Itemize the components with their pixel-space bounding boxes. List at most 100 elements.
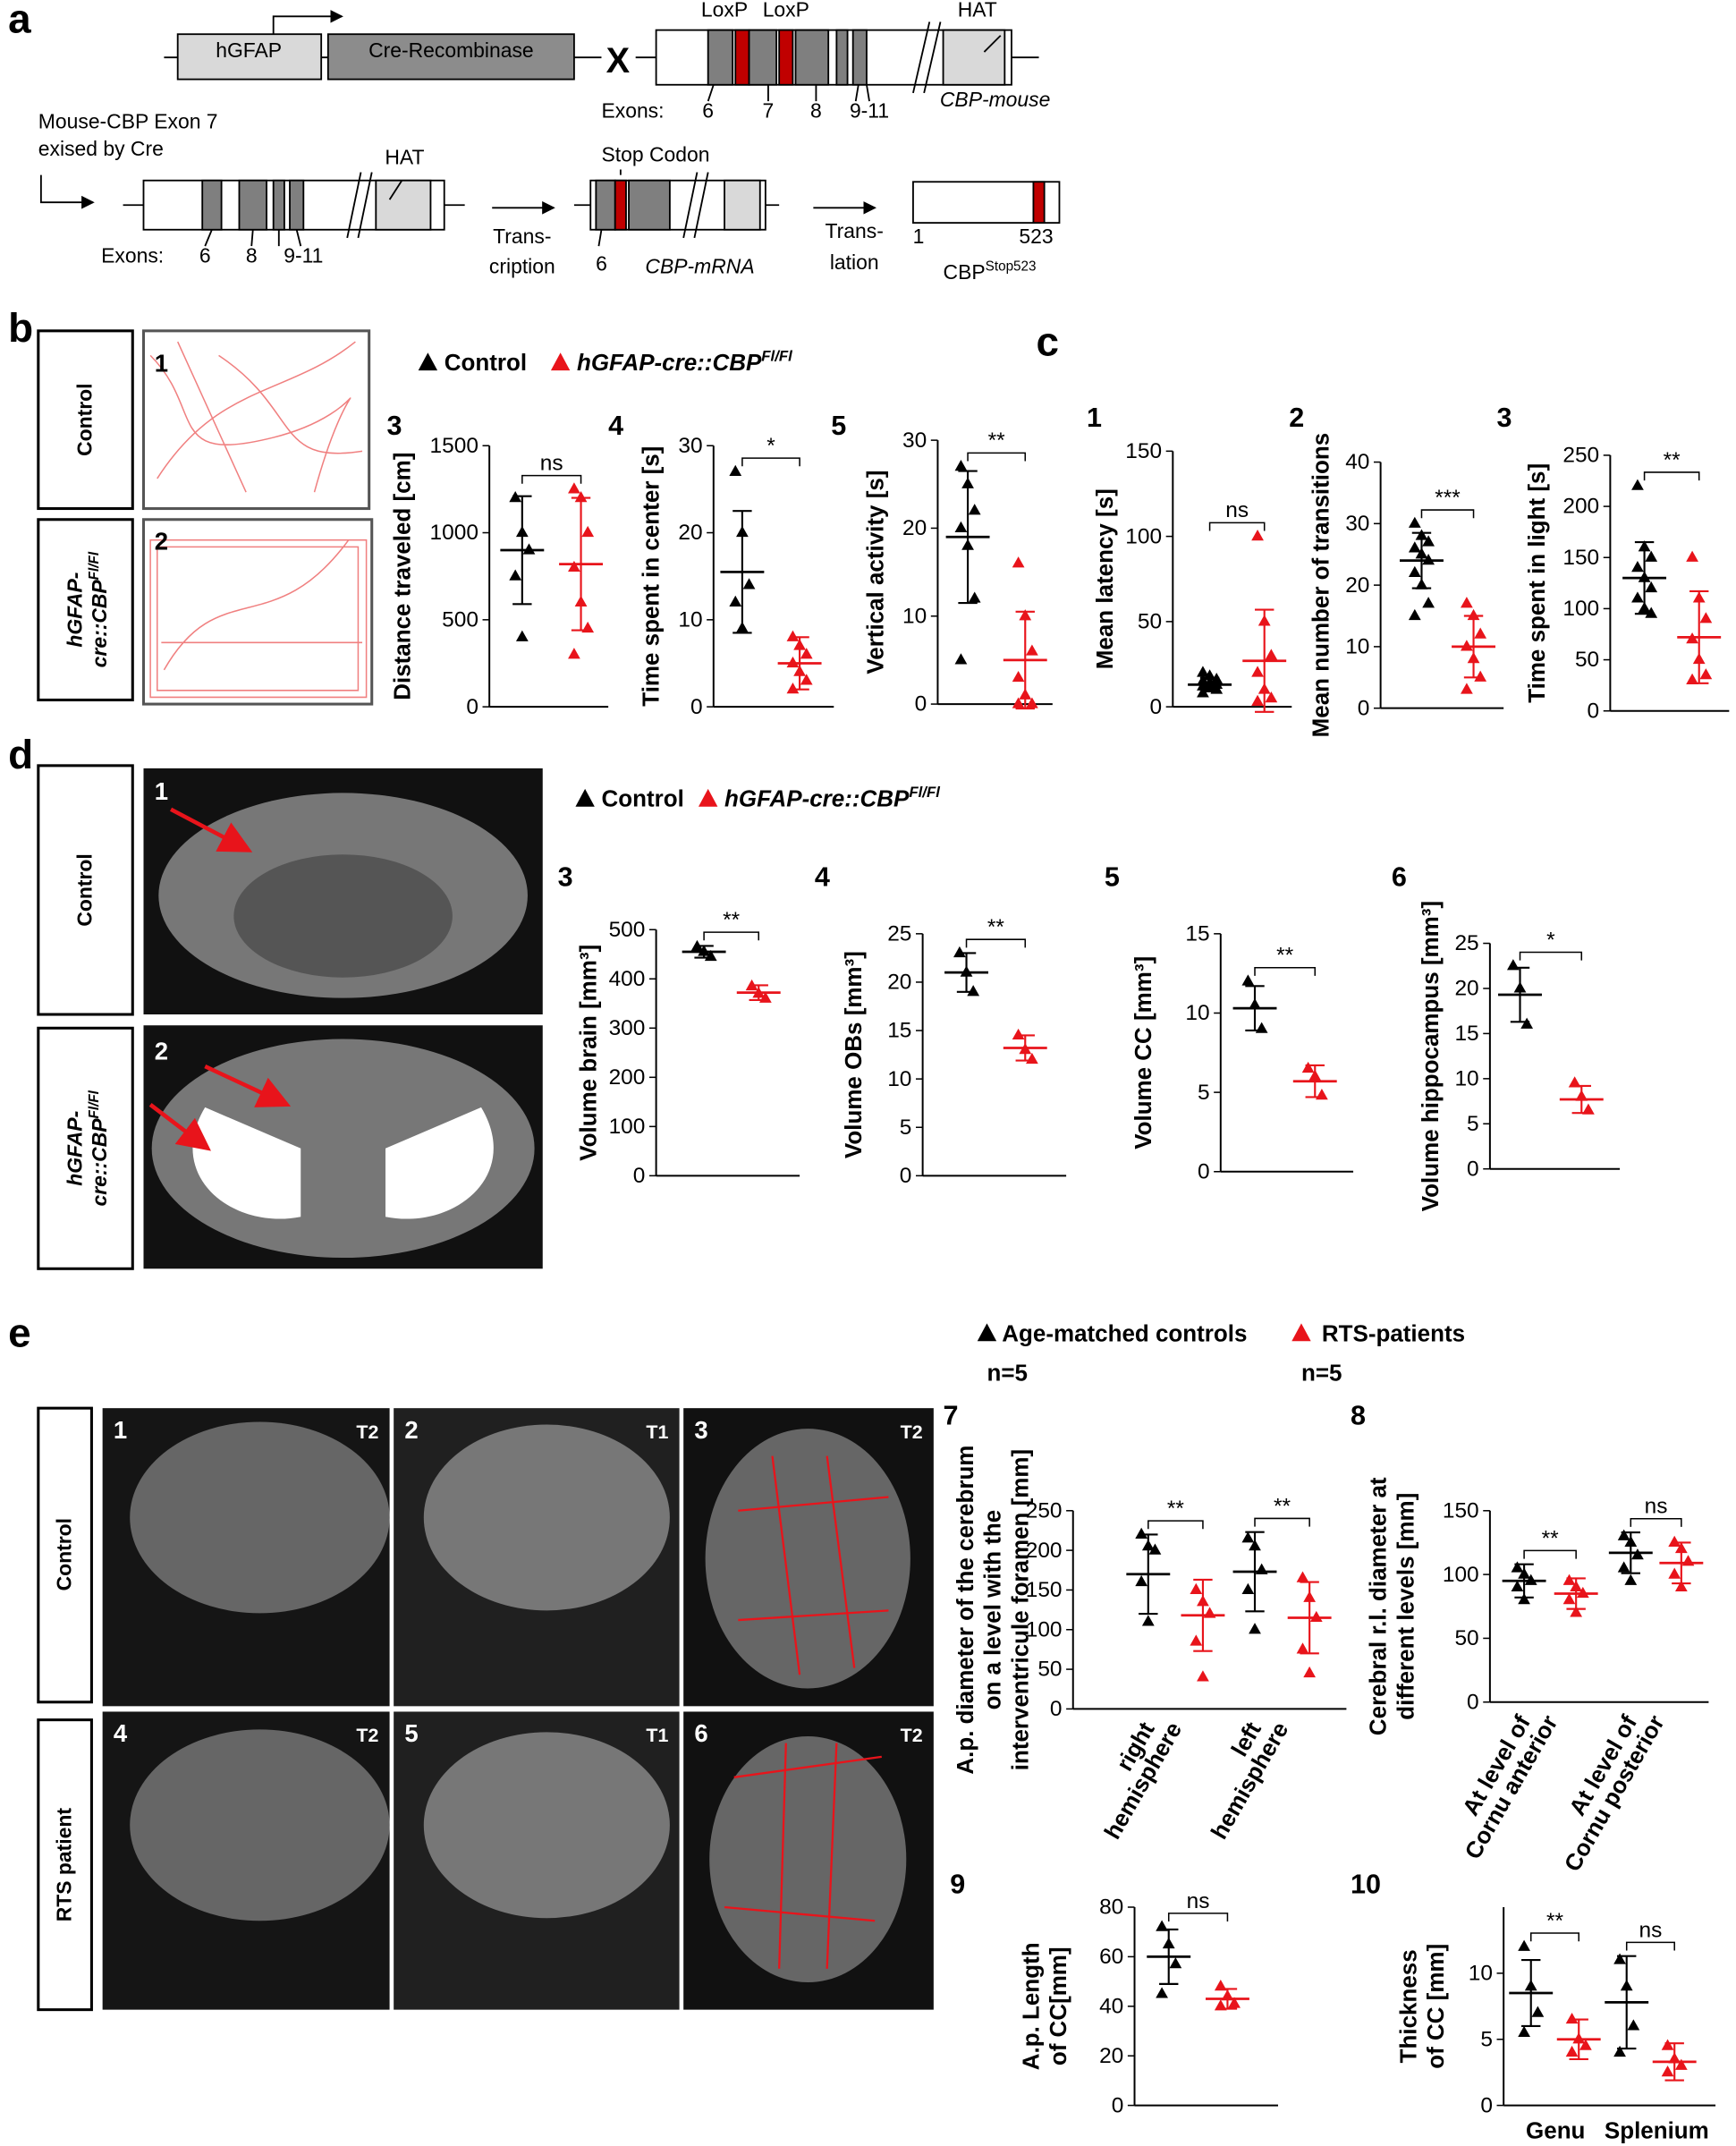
label: HAT (385, 145, 424, 168)
significance-label: ** (1546, 1909, 1564, 1933)
chart-label: 4 (815, 861, 830, 892)
y-axis-label: of CC [mm] (1422, 1944, 1449, 2069)
y-axis-label: Volume CC [mm³] (1130, 956, 1156, 1149)
y-tick-label: 50 (1575, 648, 1599, 672)
y-tick-label: 100 (1125, 524, 1162, 548)
data-point (1565, 2045, 1579, 2057)
data-point (1645, 581, 1658, 593)
data-point (568, 648, 580, 659)
data-point (1661, 2065, 1674, 2077)
chart-label: 7 (944, 1401, 959, 1431)
data-point (1214, 1980, 1227, 1991)
data-point (1190, 1634, 1203, 1646)
y-axis-label: Volume OBs [mm³] (840, 951, 867, 1158)
sequence-label: T1 (646, 1725, 668, 1746)
error-bar (1159, 1928, 1179, 1985)
y-tick-label: 20 (1345, 573, 1369, 598)
row-label: Control (72, 383, 96, 455)
significance-label: ns (1187, 1889, 1210, 1913)
y-tick-label: 15 (887, 1019, 911, 1043)
label: Stop523 (986, 259, 1037, 275)
row-label: Control (72, 853, 96, 926)
data-point (729, 464, 742, 477)
chart-label: 10 (1351, 1870, 1381, 1900)
image-number: 2 (404, 1416, 418, 1444)
y-axis-label: Volume brain [mm³] (574, 945, 601, 1161)
error-bar (749, 984, 768, 1002)
label: 8 (246, 243, 258, 267)
diagram-text: hGFAP Cre-Recombinase X LoxP LoxP HAT Ex… (38, 0, 1054, 284)
chart-label: 8 (1351, 1401, 1366, 1431)
label: Mouse-CBP Exon 7 (38, 110, 218, 133)
data-point (581, 525, 595, 538)
data-point (1148, 1543, 1162, 1555)
data-point (1265, 691, 1278, 703)
data-point (1668, 1535, 1681, 1548)
legend-marker (698, 788, 718, 807)
sequence-label: T2 (901, 1725, 923, 1746)
y-tick-label: 1500 (430, 434, 478, 458)
significance-bracket (967, 452, 1027, 462)
data-point (954, 459, 968, 471)
error-bar (1664, 2042, 1684, 2082)
chart-label: 2 (1289, 403, 1304, 433)
data-point (1026, 1052, 1038, 1065)
data-point (786, 656, 800, 668)
error-bar (1621, 1531, 1640, 1574)
label: Trans- (493, 225, 551, 248)
label: CBP-mRNA (645, 255, 754, 278)
image-number: 1 (114, 1416, 127, 1444)
data-point (1613, 2045, 1626, 2057)
label: 6 (702, 98, 714, 122)
data-point (509, 569, 522, 581)
error-bar (1689, 590, 1709, 684)
error-bar (1015, 1034, 1035, 1062)
data-point (1699, 612, 1713, 623)
y-tick-label: 0 (1149, 695, 1162, 719)
data-point (1422, 553, 1435, 565)
y-tick-label: 40 (1345, 450, 1369, 474)
label: CBP (944, 260, 986, 284)
data-point (1135, 1574, 1148, 1587)
label: exised by Cre (38, 137, 164, 160)
significance-label: ns (540, 451, 563, 475)
legend-n: n=5 (1301, 1360, 1342, 1387)
y-tick-label: 20 (1099, 2044, 1123, 2068)
data-point (1674, 1580, 1688, 1591)
data-point (1674, 2058, 1688, 2070)
sequence-label: T2 (356, 1421, 378, 1443)
y-tick-label: 0 (1198, 1159, 1210, 1183)
error-bar (1411, 531, 1432, 590)
significance-bracket (1147, 1520, 1204, 1530)
significance-bracket (1643, 471, 1700, 481)
data-point (1156, 1920, 1168, 1931)
panel-label: a (8, 0, 31, 42)
legend-name: hGFAP-cre::CBP (724, 785, 910, 812)
data-point (1197, 666, 1209, 677)
row-label: Control (52, 1518, 75, 1590)
significance-label: * (766, 434, 775, 458)
y-tick-label: 25 (887, 921, 911, 946)
label: 6 (199, 243, 211, 267)
y-tick-label: 5 (1480, 2027, 1493, 2051)
data-point (1617, 1561, 1630, 1573)
data-point (1012, 556, 1025, 568)
significance-bracket (1523, 1549, 1577, 1559)
error-bar (1569, 2018, 1588, 2060)
data-point (1251, 666, 1264, 677)
legend-label: hGFAP-cre::CBPFl/Fl (577, 347, 792, 376)
data-point (1303, 1666, 1317, 1678)
error-bar (1015, 610, 1035, 710)
data-point (1568, 1076, 1581, 1088)
y-axis-label: of CC[mm] (1045, 1947, 1071, 2065)
data-point (1241, 1582, 1255, 1595)
y-tick-label: 25 (1454, 931, 1478, 955)
data-point (568, 560, 580, 573)
y-tick-label: 30 (902, 428, 927, 453)
y-tick-label: 100 (1443, 1563, 1479, 1587)
legend-marker (575, 788, 595, 807)
significance-bracket (965, 938, 1027, 948)
y-tick-label: 15 (1454, 1022, 1478, 1046)
data-point (1645, 550, 1658, 562)
